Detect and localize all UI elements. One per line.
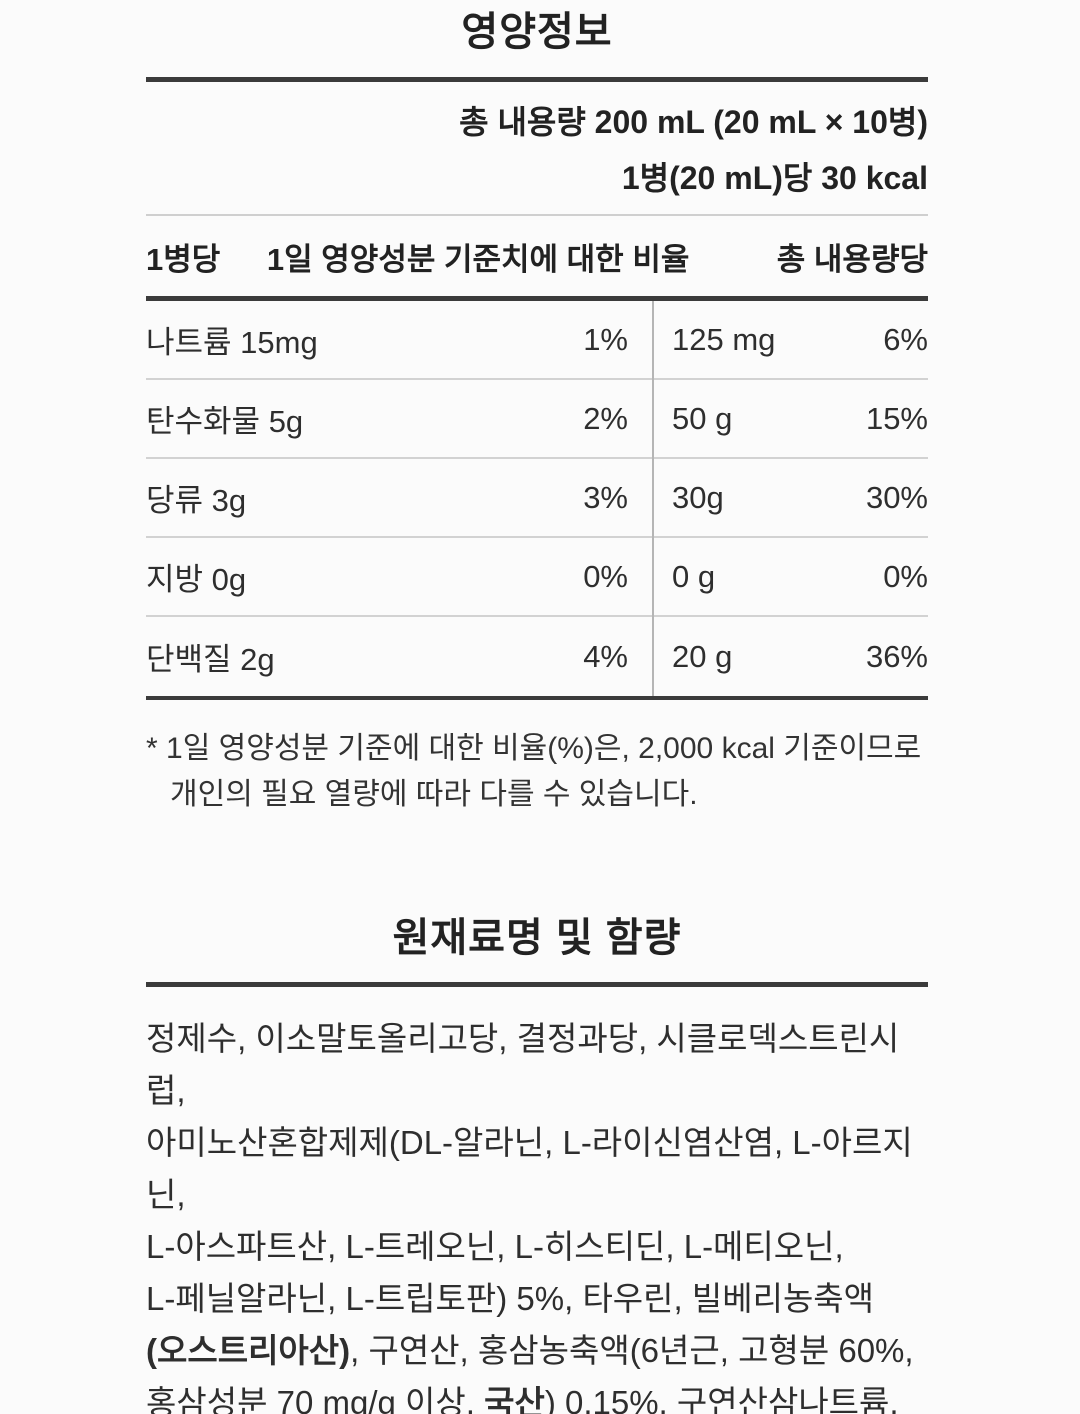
footnote: * 1일 영양성분 기준에 대한 비율(%)은, 2,000 kcal 기준이므… [146,700,928,818]
nutrient-total-amount: 20 g [672,638,733,674]
table-top-divider [146,296,928,301]
header-top-divider [146,214,928,216]
column-divider [652,301,654,696]
table-bottom-divider [146,696,928,700]
nutrient-total-amount: 125 mg [672,321,776,357]
nutrient-name: 지방 0g [146,562,247,597]
ingredients-line: 아미노산혼합제제(DL-알라닌, L-라이신염산염, L-아르지닌, [146,1124,913,1213]
nutrient-name: 나트륨 15mg [146,325,318,360]
per-bottle-cell: 단백질 2g 4% [146,634,652,679]
nutrient-total-amount: 0 g [672,558,716,594]
total-content-cell: 30g 30% [652,480,928,516]
nutrient-total-pct: 36% [865,638,928,674]
per-bottle-cell: 지방 0g 0% [146,554,652,599]
per-bottle-cell: 당류 3g 3% [146,475,652,520]
per-bottle-cell: 나트륨 15mg 1% [146,317,652,362]
nutrient-row: 지방 0g 0% 0 g 0% [146,538,928,617]
ingredients-line: L-페닐알라닌, L-트립토판) 5%, 타우린, 빌베리농축액 [146,1280,875,1317]
footnote-line-2: 개인의 필요 열량에 따라 다를 수 있습니다. [170,778,698,811]
ingredients-line: 홍삼성분 70 mg/g 이상, 국산) 0.15%, 구연산삼나트륨, 비타민 [146,1384,899,1414]
ingredients-line: (오스트리아산), 구연산, 홍삼농축액(6년근, 고형분 60%, [146,1332,914,1369]
total-content-cell: 0 g 0% [652,559,928,595]
table-header-left: 1병당 1일 영양성분 기준치에 대한 비율 [146,234,689,279]
nutrient-daily-pct: 2% [583,400,628,436]
nutrient-name: 단백질 2g [146,642,275,677]
nutrient-total-pct: 0% [883,558,928,594]
nutrient-daily-pct: 0% [583,558,628,594]
total-content-cell: 20 g 36% [652,639,928,675]
nutrient-daily-pct: 3% [583,479,628,515]
nutrient-row: 나트륨 15mg 1% 125 mg 6% [146,301,928,380]
ingredients-line: 정제수, 이소말토올리고당, 결정과당, 시클로덱스트린시럽, [146,1020,900,1109]
nutrient-total-pct: 30% [865,479,928,515]
nutrient-name: 탄수화물 5g [146,404,304,439]
total-content-cell: 50 g 15% [652,401,928,437]
nutrition-table: 나트륨 15mg 1% 125 mg 6% 탄수화물 5g 2% 50 g 15% 당류 3g 3… [146,301,928,696]
nutrient-total-pct: 15% [865,400,928,436]
nutrient-name: 당류 3g [146,483,247,518]
per-bottle-cell: 탄수화물 5g 2% [146,396,652,441]
footnote-line-1: * 1일 영양성분 기준에 대한 비율(%)은, 2,000 kcal 기준이므… [146,732,922,765]
total-content-header: 총 내용량당 [776,241,928,277]
nutrient-daily-pct: 1% [583,321,628,357]
per-bottle-header: 1병당 [146,241,221,277]
total-content-cell: 125 mg 6% [652,322,928,358]
serving-info: 총 내용량 200 mL (20 mL × 10병) 1병(20 mL)당 30… [146,82,928,214]
table-header-row: 1병당 1일 영양성분 기준치에 대한 비율 총 내용량당 [146,216,928,296]
total-volume-line: 총 내용량 200 mL (20 mL × 10병) [459,104,928,140]
nutrient-row: 단백질 2g 4% 20 g 36% [146,617,928,696]
nutrient-row: 탄수화물 5g 2% 50 g 15% [146,380,928,459]
nutrition-title: 영양정보 [461,10,613,54]
per-bottle-kcal-line: 1병(20 mL)당 30 kcal [621,160,928,196]
ingredients-text: 정제수, 이소말토올리고당, 결정과당, 시클로덱스트린시럽, 아미노산혼합제제(… [146,987,928,1414]
daily-value-ratio-header: 1일 영양성분 기준치에 대한 비율 [266,241,690,277]
nutrient-total-pct: 6% [883,321,928,357]
nutrient-total-amount: 30g [672,479,724,515]
nutrient-total-amount: 50 g [672,400,733,436]
ingredients-title: 원재료명 및 함량 [392,916,682,960]
ingredients-divider [146,982,928,987]
nutrient-row: 당류 3g 3% 30g 30% [146,459,928,538]
top-divider [146,77,928,82]
nutrient-daily-pct: 4% [583,638,628,674]
ingredients-line: L-아스파트산, L-트레오닌, L-히스티딘, L-메티오닌, [146,1228,844,1265]
